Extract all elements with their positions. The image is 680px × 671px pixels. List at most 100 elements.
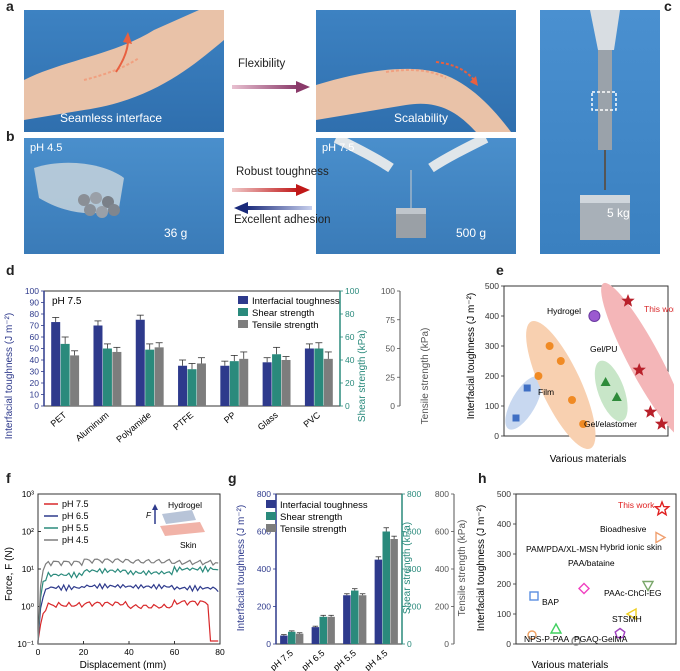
- g-y3-tick-label: 200: [435, 602, 449, 612]
- panel-label-a: a: [6, 0, 14, 14]
- x-tick-label: PTFE: [171, 410, 195, 432]
- d-legend-1: Interfacial toughness: [252, 296, 340, 307]
- h-y-tick-label: 100: [497, 609, 511, 619]
- g-y2-tick-label: 0: [407, 639, 412, 649]
- photo-a-left: Seamless interface: [24, 10, 224, 132]
- e-y-tick-label: 100: [485, 401, 499, 411]
- panel-label-h: h: [478, 470, 487, 486]
- caption-500g: 500 g: [456, 226, 487, 240]
- d-y3-tick-label: 50: [386, 344, 396, 354]
- caption-36g: 36 g: [164, 226, 188, 240]
- e-ylabel: Interfacial toughness (J m⁻²): [466, 293, 477, 419]
- e-point-thiswork: [621, 294, 635, 307]
- d-y3-tick-label: 100: [381, 286, 395, 296]
- x-tick-label: Aluminum: [74, 410, 111, 443]
- g-y2-tick-label: 800: [407, 489, 421, 499]
- d-y2-tick-label: 100: [345, 286, 359, 296]
- photo-c: 5 kg: [540, 10, 660, 254]
- f-y-tick-label: 10³: [22, 489, 34, 499]
- d-y3-tick-label: 0: [390, 401, 395, 411]
- caption-seamless: Seamless interface: [60, 111, 163, 125]
- bar-tensile-strength: [327, 616, 335, 644]
- h-label-bioadhesive: Bioadhesive: [600, 524, 647, 534]
- e-point-hydrogel: [568, 396, 576, 404]
- bar-shear-strength: [272, 354, 282, 406]
- e-point-film: [523, 384, 531, 392]
- h-label-pammsn: PAM/PDA/XL-MSN: [526, 544, 598, 554]
- chart-f: 10⁻¹ 10⁰ 10¹ 10² 10³ 0 20 40 60 80 pH 7.5 pH 6.5 pH …: [4, 489, 225, 671]
- g-legend: Interfacial toughness Shear strength Ten…: [266, 500, 368, 535]
- caption-5kg: 5 kg: [607, 206, 630, 220]
- x-tick-label: pH 7.5: [268, 648, 295, 671]
- d-y2-tick-label: 20: [345, 378, 355, 388]
- g-legend-2: Shear strength: [280, 512, 342, 523]
- chart-e: 0 100 200 300 400 500 Interfacial toughness (…: [466, 281, 674, 465]
- f-inset: F Hydrogel Skin: [146, 500, 205, 550]
- bar-interfacial-toughness: [262, 362, 272, 406]
- f-ylabel: Force, F (N): [4, 547, 15, 601]
- f-x-tick-label: 40: [124, 647, 134, 657]
- bar-interfacial-toughness: [343, 595, 351, 644]
- e-point-hydrogel: [579, 420, 588, 428]
- bar-interfacial-toughness: [220, 365, 230, 406]
- g-y-tick-label: 200: [257, 602, 271, 612]
- h-point-npsppaa: [527, 630, 537, 640]
- g-y3-tick-label: 0: [444, 639, 449, 649]
- chart-h: 0 100 200 300 400 500 Interfacial toughness (…: [476, 489, 677, 671]
- e-label-gelpu: Gel/PU: [590, 344, 617, 354]
- bar-shear-strength: [60, 343, 70, 406]
- h-y-tick-label: 200: [497, 579, 511, 589]
- d-y-tick-label: 0: [34, 401, 39, 411]
- h-y-tick-label: 300: [497, 549, 511, 559]
- g-y-tick-label: 400: [257, 564, 271, 574]
- e-point-film: [512, 414, 520, 422]
- d-y-tick-label: 20: [30, 378, 40, 388]
- g-legend-3: Tensile strength: [280, 524, 347, 535]
- f-line-45: [37, 558, 219, 644]
- bar-shear-strength: [351, 590, 359, 644]
- panel-label-c: c: [664, 0, 672, 14]
- label-excellent-adhesion: Excellent adhesion: [234, 214, 331, 226]
- h-label-paabataine: PAA/bataine: [568, 558, 615, 568]
- wrist-illustration: [24, 10, 224, 120]
- chart-d: PET Aluminum Polyamide PTFE PP Glass PVC010203…: [4, 286, 431, 445]
- e-label-hydrogel: Hydrogel: [547, 306, 581, 316]
- g-y2-tick-label: 200: [407, 602, 421, 612]
- g-y2-tick-label: 400: [407, 564, 421, 574]
- e-label-gelelastomer: Gel/elastomer: [584, 419, 637, 429]
- f-y-tick-label: 10⁰: [21, 602, 34, 612]
- x-tick-label: pH 5.5: [331, 648, 358, 671]
- f-legend-label: pH 4.5: [62, 535, 89, 545]
- x-tick-label: PET: [49, 410, 69, 429]
- e-point-gelelastomer: [611, 392, 622, 401]
- bar-tensile-strength: [295, 633, 304, 644]
- panel-label-f: f: [6, 470, 11, 486]
- g-y3-tick-label: 800: [435, 489, 449, 499]
- d-y-tick-label: 60: [30, 332, 40, 342]
- bar-tensile-strength: [196, 363, 206, 406]
- bar-tensile-strength: [390, 539, 398, 644]
- d-annotation: pH 7.5: [52, 296, 82, 307]
- d-y2-tick-label: 40: [345, 355, 355, 365]
- panel-label-b: b: [6, 128, 15, 144]
- g-legend-1: Interfacial toughness: [280, 500, 368, 511]
- g-y-tick-label: 600: [257, 527, 271, 537]
- h-point-pampdaxlmsn: [529, 591, 539, 601]
- e-y-tick-label: 500: [485, 281, 499, 291]
- d-legend-2: Shear strength: [252, 308, 314, 319]
- weight-hang-illustration: [333, 138, 489, 238]
- e-point-gelelastomer: [600, 377, 611, 386]
- d-y3label: Tensile strength (kPa): [420, 328, 431, 425]
- photo-a-right: Scalability: [316, 10, 516, 132]
- h-point-paabataine: [578, 582, 590, 595]
- d-legend: Interfacial toughness Shear strength Ten…: [238, 296, 340, 331]
- bar-interfacial-toughness: [93, 325, 103, 406]
- e-cluster-hydrogel: [526, 320, 596, 450]
- e-cluster-thiswork: [601, 282, 674, 440]
- e-cluster-gelelastomer: [594, 360, 628, 422]
- h-y-tick-label: 500: [497, 489, 511, 499]
- panel-label-g: g: [228, 470, 237, 486]
- caption-ph45: pH 4.5: [30, 142, 63, 154]
- bar-shear-strength: [288, 631, 296, 644]
- bar-shear-strength: [319, 616, 327, 644]
